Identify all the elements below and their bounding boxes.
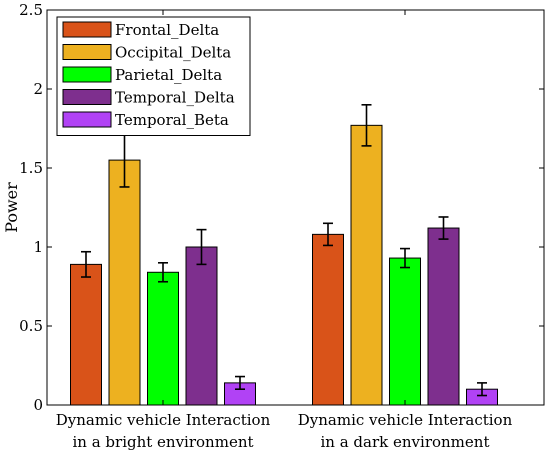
legend-label: Temporal_Delta	[115, 89, 235, 107]
legend-label: Parietal_Delta	[115, 66, 222, 84]
y-tick-label: 1	[33, 238, 43, 256]
x-category-label: Dynamic vehicle Interaction	[298, 411, 513, 429]
x-category-label: Dynamic vehicle Interaction	[56, 411, 271, 429]
legend-label: Temporal_Beta	[115, 111, 229, 129]
y-axis-label: Power	[2, 182, 21, 233]
x-category-label: in a dark environment	[321, 433, 490, 451]
bar	[147, 271, 179, 406]
legend-label: Frontal_Delta	[115, 21, 219, 39]
bar	[427, 227, 460, 406]
legend-swatch	[62, 111, 112, 128]
legend-swatch	[62, 66, 112, 83]
y-tick-label: 0.5	[19, 317, 43, 335]
y-tick-label: 2.5	[19, 1, 43, 19]
legend-label: Occipital_Delta	[115, 44, 231, 62]
bar	[389, 257, 421, 406]
legend-swatch	[62, 89, 112, 105]
bars-layer	[70, 104, 498, 406]
y-tick-label: 2	[33, 80, 43, 98]
y-tick-label: 1.5	[19, 159, 43, 177]
bar	[185, 246, 218, 406]
legend: Frontal_Delta Occipital_Delta Parietal_Del…	[56, 16, 251, 136]
bar	[108, 159, 141, 406]
bar	[312, 233, 344, 406]
x-category-label: in a bright environment	[72, 433, 253, 451]
plot-frame	[46, 9, 545, 406]
bar	[350, 124, 383, 406]
legend-swatch	[62, 21, 112, 38]
y-tick-label: 0	[33, 396, 43, 414]
legend-swatch	[62, 44, 112, 60]
axes-layer: 0 0.5 1 1.5 2 2.5 Dynamic vehicle Interaction i…	[2, 1, 545, 451]
bar	[70, 263, 102, 406]
